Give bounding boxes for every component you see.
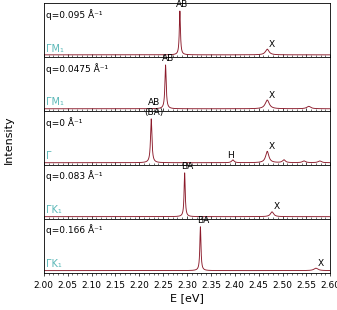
Text: ΓK₁: ΓK₁ (46, 259, 62, 269)
Text: X: X (269, 142, 275, 151)
Text: AB
(BA): AB (BA) (144, 98, 163, 117)
Text: ΓM₁: ΓM₁ (46, 43, 64, 54)
Text: X: X (317, 259, 324, 268)
Text: X: X (273, 202, 280, 211)
Text: q=0.083 Å⁻¹: q=0.083 Å⁻¹ (46, 170, 103, 181)
Text: q=0.166 Å⁻¹: q=0.166 Å⁻¹ (46, 224, 103, 235)
Text: q=0.095 Å⁻¹: q=0.095 Å⁻¹ (46, 9, 103, 20)
Text: AB: AB (162, 54, 174, 63)
Text: Intensity: Intensity (3, 115, 13, 164)
X-axis label: E [eV]: E [eV] (170, 293, 204, 303)
Text: Γ: Γ (46, 151, 52, 162)
Text: q=0 Å⁻¹: q=0 Å⁻¹ (46, 117, 83, 127)
Text: X: X (269, 40, 275, 49)
Text: AB: AB (176, 0, 188, 9)
Text: ΓK₁: ΓK₁ (46, 205, 62, 215)
Text: ΓM₁: ΓM₁ (46, 97, 64, 108)
Text: H: H (227, 151, 234, 160)
Text: X: X (269, 91, 275, 100)
Text: BA: BA (197, 216, 209, 225)
Text: BA: BA (181, 162, 193, 171)
Text: q=0.0475 Å⁻¹: q=0.0475 Å⁻¹ (46, 63, 108, 73)
